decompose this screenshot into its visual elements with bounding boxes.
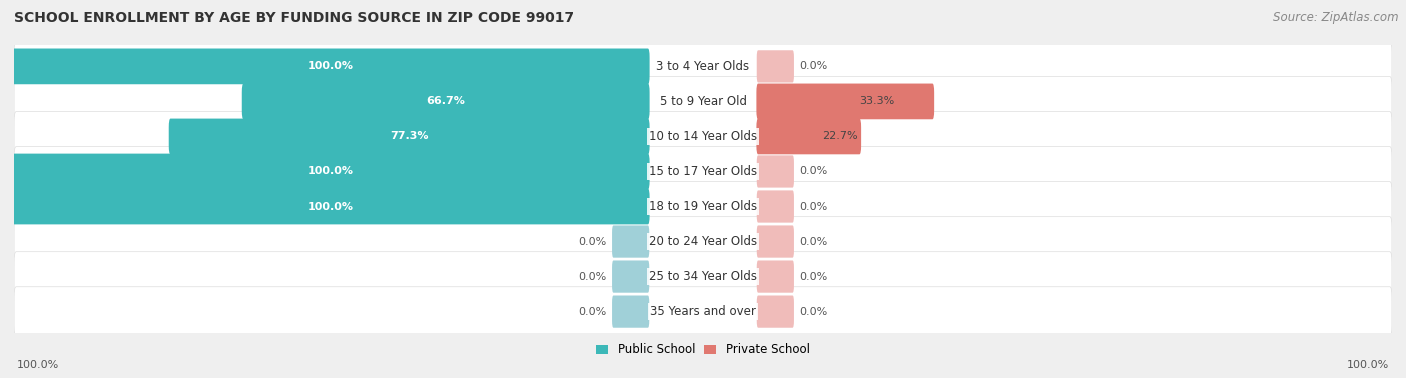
FancyBboxPatch shape: [14, 182, 1392, 231]
FancyBboxPatch shape: [13, 48, 650, 84]
FancyBboxPatch shape: [14, 76, 1392, 126]
Text: 15 to 17 Year Olds: 15 to 17 Year Olds: [650, 165, 756, 178]
Text: 100.0%: 100.0%: [308, 201, 354, 212]
Text: 35 Years and over: 35 Years and over: [650, 305, 756, 318]
Text: 0.0%: 0.0%: [800, 307, 828, 317]
FancyBboxPatch shape: [242, 84, 650, 119]
Text: 0.0%: 0.0%: [578, 237, 606, 246]
FancyBboxPatch shape: [756, 155, 794, 187]
FancyBboxPatch shape: [14, 112, 1392, 161]
Text: 18 to 19 Year Olds: 18 to 19 Year Olds: [650, 200, 756, 213]
FancyBboxPatch shape: [14, 42, 1392, 91]
Text: 100.0%: 100.0%: [308, 166, 354, 177]
FancyBboxPatch shape: [612, 296, 650, 328]
Text: 0.0%: 0.0%: [578, 307, 606, 317]
Text: 100.0%: 100.0%: [17, 361, 59, 370]
Text: 5 to 9 Year Old: 5 to 9 Year Old: [659, 95, 747, 108]
Text: 22.7%: 22.7%: [823, 132, 858, 141]
FancyBboxPatch shape: [756, 119, 860, 154]
FancyBboxPatch shape: [14, 287, 1392, 336]
FancyBboxPatch shape: [756, 191, 794, 223]
Text: 0.0%: 0.0%: [800, 166, 828, 177]
FancyBboxPatch shape: [612, 225, 650, 258]
FancyBboxPatch shape: [14, 217, 1392, 266]
Text: 100.0%: 100.0%: [1347, 361, 1389, 370]
FancyBboxPatch shape: [169, 119, 650, 154]
Text: 66.7%: 66.7%: [426, 96, 465, 107]
Text: 77.3%: 77.3%: [389, 132, 429, 141]
Text: 20 to 24 Year Olds: 20 to 24 Year Olds: [650, 235, 756, 248]
FancyBboxPatch shape: [13, 153, 650, 189]
FancyBboxPatch shape: [756, 84, 934, 119]
Text: 10 to 14 Year Olds: 10 to 14 Year Olds: [650, 130, 756, 143]
Text: 3 to 4 Year Olds: 3 to 4 Year Olds: [657, 60, 749, 73]
Text: 0.0%: 0.0%: [578, 271, 606, 282]
FancyBboxPatch shape: [14, 147, 1392, 196]
Text: 0.0%: 0.0%: [800, 237, 828, 246]
Text: SCHOOL ENROLLMENT BY AGE BY FUNDING SOURCE IN ZIP CODE 99017: SCHOOL ENROLLMENT BY AGE BY FUNDING SOUR…: [14, 11, 574, 25]
Text: 25 to 34 Year Olds: 25 to 34 Year Olds: [650, 270, 756, 283]
Text: 0.0%: 0.0%: [800, 201, 828, 212]
FancyBboxPatch shape: [756, 296, 794, 328]
FancyBboxPatch shape: [756, 50, 794, 82]
FancyBboxPatch shape: [756, 225, 794, 258]
Text: 0.0%: 0.0%: [800, 271, 828, 282]
FancyBboxPatch shape: [612, 260, 650, 293]
Text: 33.3%: 33.3%: [859, 96, 894, 107]
Text: 0.0%: 0.0%: [800, 61, 828, 71]
FancyBboxPatch shape: [13, 189, 650, 225]
Text: Source: ZipAtlas.com: Source: ZipAtlas.com: [1274, 11, 1399, 24]
FancyBboxPatch shape: [756, 260, 794, 293]
Legend: Public School, Private School: Public School, Private School: [592, 339, 814, 361]
Text: 100.0%: 100.0%: [308, 61, 354, 71]
FancyBboxPatch shape: [14, 252, 1392, 302]
